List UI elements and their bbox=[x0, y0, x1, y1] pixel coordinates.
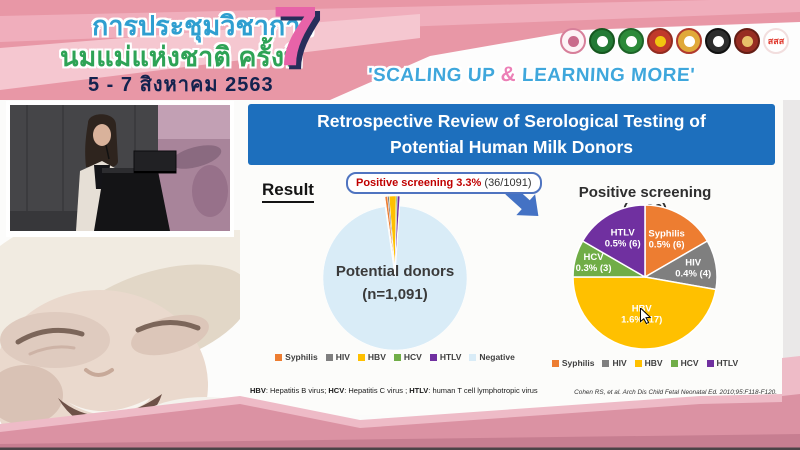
legend-swatch bbox=[602, 359, 610, 367]
conference-date: 5 - 7 สิงหาคม 2563 bbox=[88, 74, 274, 96]
presenter-video-scene bbox=[10, 105, 230, 231]
pie-slice-label-htlv: HTLV 0.5% (6) bbox=[605, 227, 641, 249]
university-seal-logo-icon bbox=[705, 28, 731, 54]
slogan-ampersand: & bbox=[500, 63, 517, 86]
health-department-green-logo-icon bbox=[589, 28, 615, 54]
legend-label: HIV bbox=[335, 352, 350, 362]
legend-swatch bbox=[670, 359, 678, 367]
slogan-part1: 'SCALING UP bbox=[367, 65, 502, 86]
pie-slice-label-hiv: HIV 0.4% (4) bbox=[675, 257, 711, 279]
slogan-part2: LEARNING MORE' bbox=[515, 65, 696, 86]
citation-reference: Cohen RS, et al. Arch Dis Child Fetal Ne… bbox=[574, 389, 777, 396]
pie-slice-negative bbox=[322, 205, 468, 351]
legend-label: Syphilis bbox=[561, 358, 595, 368]
legend-label: Negative bbox=[479, 352, 515, 362]
pie-slice-htlv bbox=[581, 204, 646, 279]
slide-title: Retrospective Review of Serological Test… bbox=[317, 111, 706, 157]
legend-swatch bbox=[275, 353, 283, 361]
conference-title-line1: การประชุมวิชาการ bbox=[92, 11, 315, 41]
legend-label: HBV bbox=[644, 358, 663, 368]
legend-item-hbv: HBV bbox=[634, 358, 663, 368]
positive-screening-callout: Positive screening 3.3% (36/1091) bbox=[346, 172, 542, 194]
legend-label: HTLV bbox=[439, 352, 462, 362]
legend-label: Syphilis bbox=[285, 352, 318, 362]
royal-college-crest-logo-icon bbox=[676, 28, 702, 54]
pie-slice-syphilis bbox=[644, 204, 709, 279]
legend-item-hcv: HCV bbox=[393, 352, 422, 362]
mother-and-child-foundation-logo-icon bbox=[560, 28, 586, 54]
legend-swatch bbox=[325, 353, 333, 361]
pie-slice-label-syphilis: Syphilis 0.5% (6) bbox=[648, 229, 684, 251]
slide-title-bar: Retrospective Review of Serological Test… bbox=[248, 104, 775, 165]
presentation-slide: Retrospective Review of Serological Test… bbox=[240, 100, 783, 415]
legend-item-hbv: HBV bbox=[357, 352, 386, 362]
footnote-abbrev: HBV bbox=[250, 386, 266, 395]
legend-swatch bbox=[393, 353, 401, 361]
positive-screening-legend: Syphilis HIV HBV HCV HTLV bbox=[546, 358, 744, 368]
legend-item-htlv: HTLV bbox=[706, 358, 739, 368]
legend-item-negative: Negative bbox=[469, 352, 515, 362]
legend-item-syphilis: Syphilis bbox=[275, 352, 318, 362]
legend-label: HTLV bbox=[716, 358, 739, 368]
background-strip bbox=[783, 100, 800, 380]
legend-label: HIV bbox=[612, 358, 627, 368]
royal-thai-emblem-logo-icon bbox=[647, 28, 673, 54]
potential-donors-legend: Syphilis HIV HBV HCV HTLV Negative bbox=[264, 352, 526, 362]
legend-label: HBV bbox=[367, 352, 386, 362]
legend-swatch bbox=[429, 353, 437, 361]
legend-item-hiv: HIV bbox=[602, 358, 627, 368]
legend-item-syphilis: Syphilis bbox=[551, 358, 595, 368]
legend-label: HCV bbox=[403, 352, 422, 362]
legend-swatch bbox=[469, 353, 477, 361]
conference-banner: การประชุมวิชาการ นมแม่แห่งชาติ ครั้งที่ … bbox=[0, 0, 800, 100]
legend-item-hiv: HIV bbox=[325, 352, 350, 362]
callout-highlight: Positive screening 3.3% bbox=[356, 177, 482, 189]
pie-slice-htlv bbox=[394, 195, 401, 269]
pie-slice-label-hcv: HCV 0.3% (3) bbox=[576, 252, 612, 274]
callout-detail: (36/1091) bbox=[484, 177, 532, 189]
legend-swatch bbox=[706, 359, 714, 367]
legend-item-htlv: HTLV bbox=[429, 352, 462, 362]
red-society-emblem-logo-icon bbox=[734, 28, 760, 54]
conference-title-line2: นมแม่แห่งชาติ ครั้งที่ bbox=[60, 42, 302, 72]
abbreviation-footnote: HBV: Hepatitis B virus; HCV: Hepatitis C… bbox=[250, 386, 538, 395]
organizer-logos: สสส bbox=[560, 28, 789, 54]
footnote-abbrev: HTLV bbox=[409, 386, 429, 395]
footnote-abbrev: HCV bbox=[328, 386, 345, 395]
legend-swatch bbox=[634, 359, 642, 367]
edition-number: 7 bbox=[272, 0, 319, 83]
medical-services-green-logo-icon bbox=[618, 28, 644, 54]
potential-donors-pie-chart bbox=[322, 195, 468, 351]
mouse-cursor-icon bbox=[640, 308, 652, 324]
conference-slogan: 'SCALING UP & LEARNING MORE' bbox=[367, 63, 800, 87]
presenter-video-feed bbox=[6, 101, 234, 237]
legend-swatch bbox=[357, 353, 365, 361]
legend-swatch bbox=[551, 359, 559, 367]
legend-label: HCV bbox=[680, 358, 699, 368]
legend-item-hcv: HCV bbox=[670, 358, 699, 368]
thaihealth-sss-logo-icon: สสส bbox=[763, 28, 789, 54]
result-label: Result bbox=[262, 180, 314, 203]
